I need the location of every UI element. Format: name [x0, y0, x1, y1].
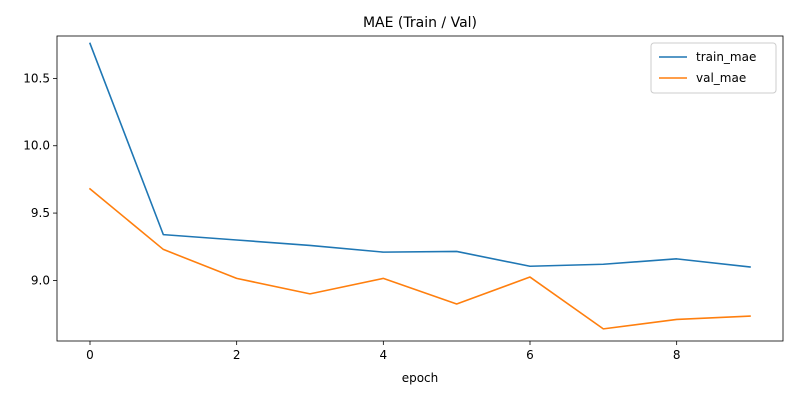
legend-label-train_mae: train_mae — [696, 50, 756, 64]
series-line-val_mae — [88, 187, 751, 330]
x-tick-label: 4 — [380, 348, 388, 362]
x-axis: 0 2 4 6 8 — [86, 341, 680, 362]
y-axis: 9.0 9.5 10.0 10.5 — [23, 71, 57, 287]
plot-frame — [56, 35, 784, 342]
series-line-train_mae — [88, 42, 751, 268]
x-tick-label: 8 — [673, 348, 681, 362]
x-tick-label: 2 — [233, 348, 241, 362]
x-axis-label: epoch — [402, 371, 439, 385]
y-tick-label: 10.0 — [23, 139, 50, 153]
chart-title: MAE (Train / Val) — [363, 15, 477, 31]
y-tick-label: 10.5 — [23, 71, 50, 85]
x-tick-label: 0 — [86, 348, 94, 362]
y-tick-label: 9.0 — [31, 273, 50, 287]
y-tick-label: 9.5 — [31, 206, 50, 220]
x-tick-label: 6 — [526, 348, 534, 362]
plot-area — [56, 35, 784, 342]
legend: train_mae val_mae — [650, 42, 777, 94]
legend-label-val_mae: val_mae — [696, 71, 746, 85]
legend-box — [650, 42, 777, 94]
